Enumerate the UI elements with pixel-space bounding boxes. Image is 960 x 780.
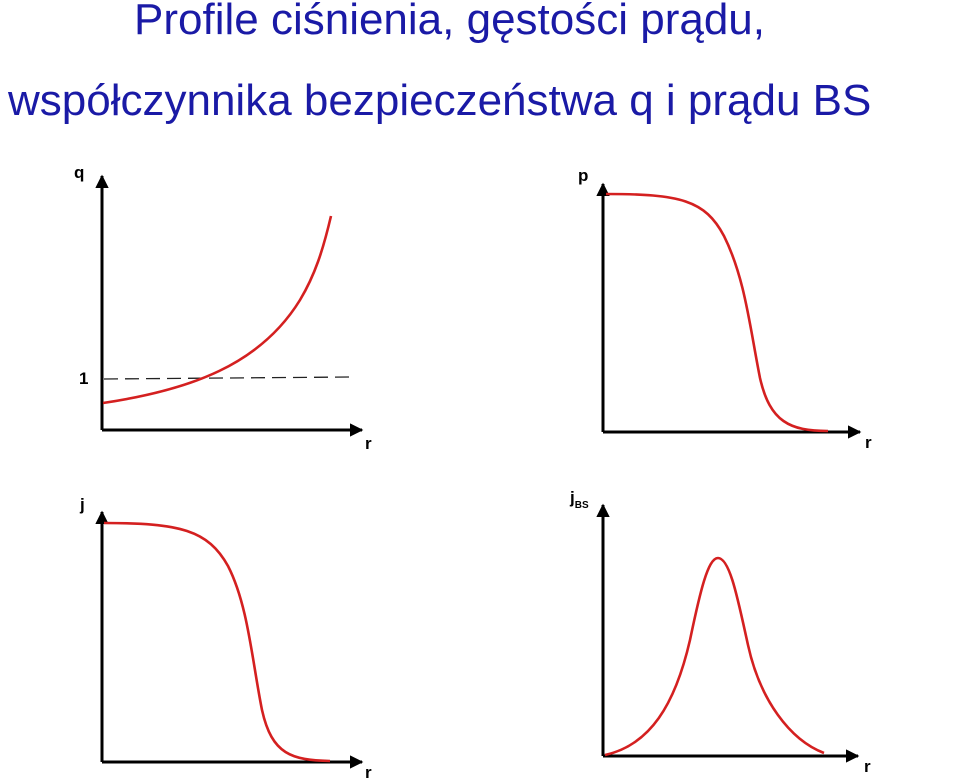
jbs-profile-panel: jBS r [569,488,871,776]
q-curve [102,215,333,405]
j-curve [103,521,331,763]
j-profile-panel: j r [79,495,372,780]
jbs-curve [604,556,825,757]
jbs-y-label: jBS [569,488,589,511]
q-tick-1: 1 [79,369,88,388]
title-line-2: współczynnika bezpieczeństwa q i prądu B… [8,76,872,125]
p-curve [605,192,829,433]
q-reference-line-1 [103,376,351,380]
title-line-1: Profile ciśnienia, gęstości prądu, [134,0,765,44]
p-profile-panel: p r [578,166,872,452]
q-profile-panel: q r 1 [74,163,372,453]
q-y-label: q [74,163,84,182]
j-x-label: r [365,763,372,780]
jbs-x-label: r [864,757,871,776]
q-x-label: r [365,434,372,453]
p-y-label: p [578,166,588,185]
p-x-label: r [865,433,872,452]
j-y-label: j [79,495,85,514]
